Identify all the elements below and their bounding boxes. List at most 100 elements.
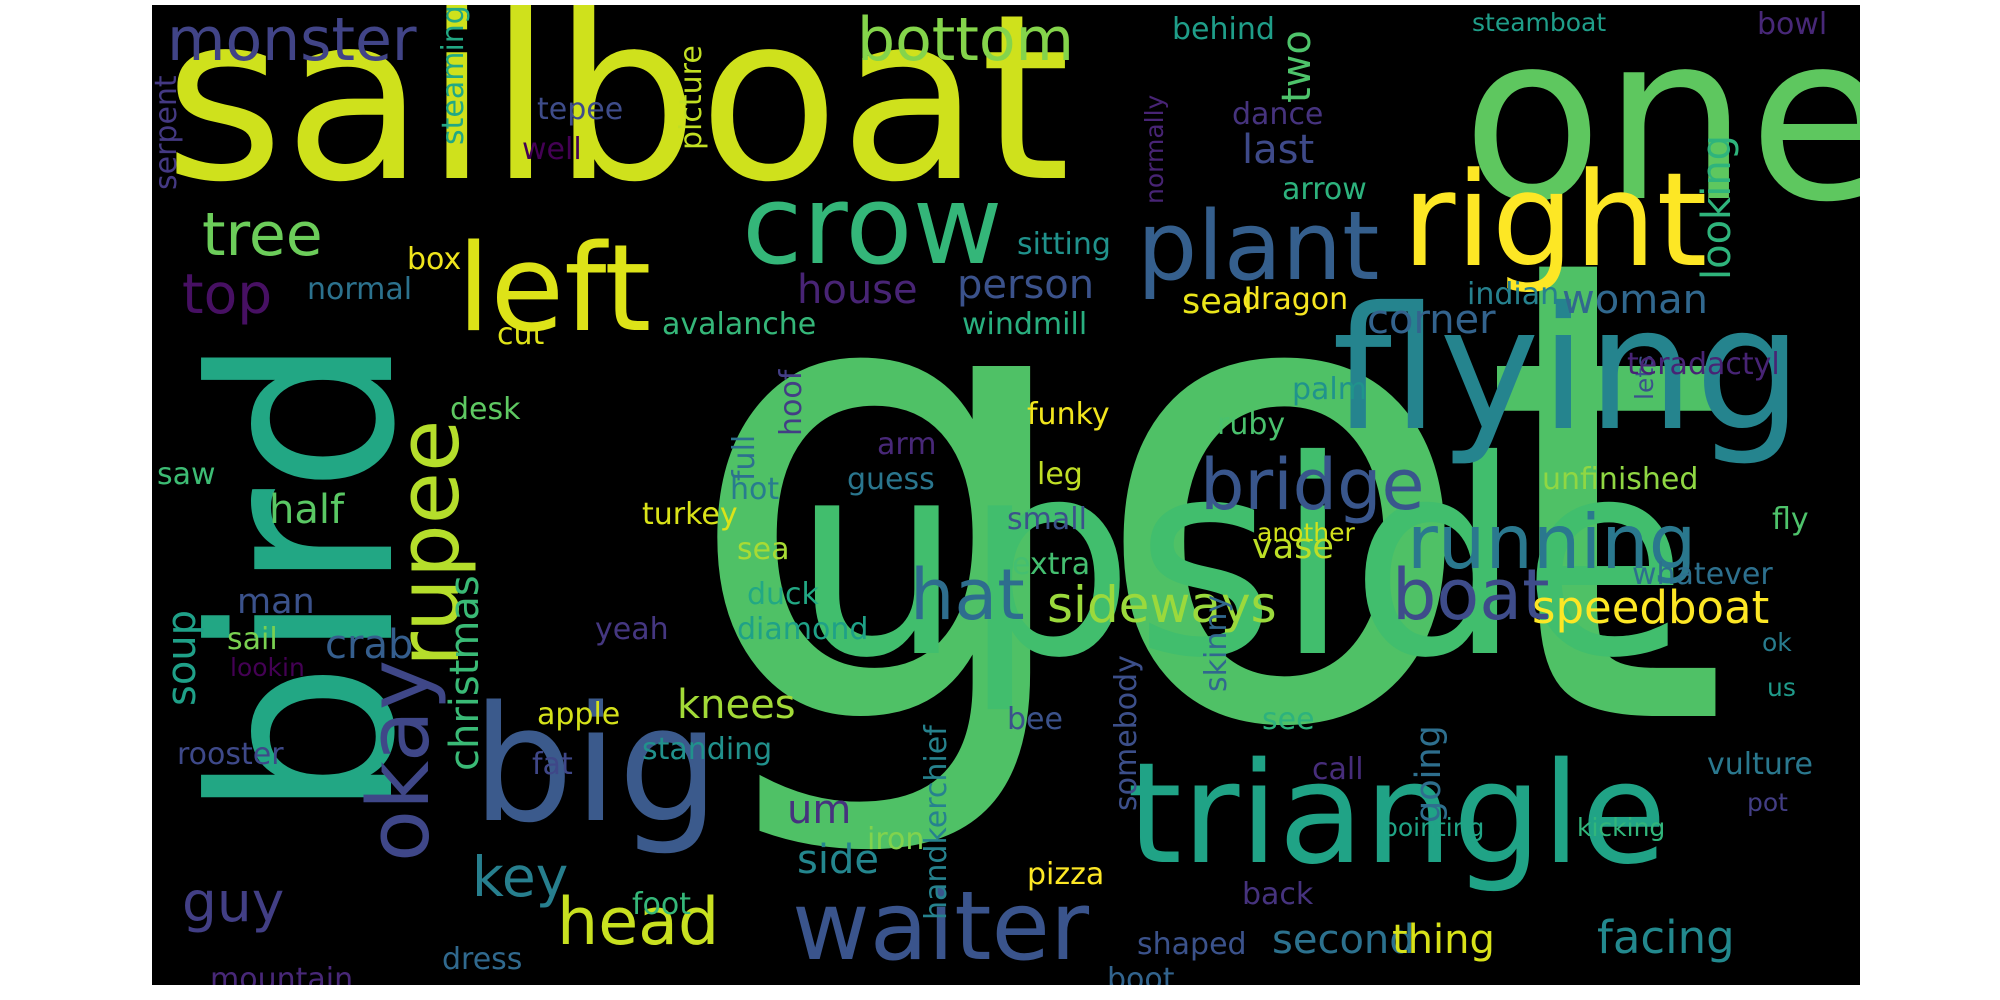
word-pointing: pointing [1382,813,1485,842]
word-rooster: rooster [177,737,284,772]
word-pot: pot [1747,788,1788,817]
word-person: person [957,262,1095,308]
word-sailboat: sailboat [164,5,1071,233]
word-going: going [1409,725,1449,823]
word-bowl: bowl [1757,7,1828,42]
word-crow: crow [742,161,1003,289]
word-speedboat: speedboat [1532,581,1770,634]
word-bee: bee [1007,702,1063,737]
word-guess: guess [847,462,935,497]
word-skinny: skinny [1199,594,1234,692]
word-half: half [269,487,345,533]
word-monster: monster [167,5,417,75]
word-palm: palm [1292,372,1367,407]
word-leg: leg [1037,457,1083,492]
word-sail: sail [227,622,278,657]
word-um: um [787,787,852,833]
word-top: top [182,262,273,326]
word-big: big [472,671,720,858]
word-two: two [1274,30,1320,103]
word-full: full [727,434,762,481]
word-upside: upside [792,402,1688,717]
word-guy: guy [182,870,285,934]
word-indian: indian [1467,277,1560,312]
word-second: second [1272,917,1415,963]
word-plant: plant [1137,192,1380,302]
word-sea: sea [737,532,790,567]
word-call: call [1312,752,1364,787]
word-windmill: windmill [962,307,1088,342]
word-boat: boat [1392,554,1550,636]
word-avalanche: avalanche [662,307,817,342]
word-dress: dress [442,942,523,977]
word-bottom: bottom [857,5,1075,75]
word-tree: tree [202,200,323,270]
word-mountain: mountain [210,962,354,986]
word-boot: boot [1107,962,1175,986]
word-fat: fat [532,747,573,782]
word-cut: cut [497,317,545,352]
word-ruby: ruby [1217,407,1286,442]
word-saw: saw [157,457,216,492]
word-see: see [1262,702,1315,737]
word-knees: knees [677,682,796,728]
word-cloud: got upside sailboat one bird big triangl… [152,5,1860,985]
word-head: head [557,885,720,960]
word-kicking: kicking [1577,813,1666,842]
word-man: man [237,582,315,622]
word-hoof: hoof [774,369,809,436]
word-tepee: tepee [537,92,624,127]
word-desk: desk [450,392,521,427]
word-unfinished: unfinished [1542,462,1699,497]
word-hot: hot [730,472,780,507]
word-whatever: whatever [1632,557,1773,592]
word-arm: arm [877,427,937,462]
word-woman: woman [1562,277,1709,323]
word-soup: soup [159,609,205,706]
word-pizza: pizza [1027,857,1105,892]
word-picture: picture [674,45,709,150]
word-serpent: serpent [152,75,184,190]
word-turkey: turkey [642,497,738,532]
word-last: last [1242,127,1315,173]
word-extra: extra [1012,547,1091,582]
word-duck: duck [747,577,819,612]
word-key: key [472,845,569,909]
word-normally: normally [1140,94,1169,204]
word-somebody: somebody [1109,655,1144,811]
word-diamond: diamond [737,612,869,647]
word-dance: dance [1232,97,1324,132]
word-crab: crab [325,622,414,668]
word-house: house [797,267,918,313]
word-another: another [1257,518,1355,547]
word-facing: facing [1597,911,1735,964]
word-arrow: arrow [1282,172,1367,207]
word-us: us [1767,673,1796,702]
word-flying: flying [1332,271,1803,469]
word-teradactyl: teradactyl [1627,347,1780,382]
word-standing: standing [642,732,773,767]
word-iron: iron [867,822,925,857]
word-hat: hat [910,554,1025,636]
word-side: side [797,837,879,883]
word-seal: seal [1182,282,1253,322]
word-triangle: triangle [1127,733,1667,896]
word-left: left [457,220,652,359]
word-normal: normal [307,272,413,307]
word-steamboat: steamboat [1472,8,1607,37]
word-running: running [1407,498,1697,586]
word-behind: behind [1172,12,1275,47]
word-got: got [682,122,1731,867]
word-sideways: sideways [1047,576,1277,634]
word-right: right [1402,144,1708,296]
word-corner: corner [1367,297,1496,343]
word-vulture: vulture [1707,747,1814,782]
word-foot: foot [632,887,692,922]
word-handkerchief: handkerchief [919,725,954,920]
word-sitting: sitting [1017,227,1111,262]
word-okay: okay [350,659,449,862]
word-yeah: yeah [595,612,669,647]
word-vase: vase [1252,527,1334,567]
word-steaming: steaming [436,5,471,145]
word-lookin: lookin [230,653,305,682]
